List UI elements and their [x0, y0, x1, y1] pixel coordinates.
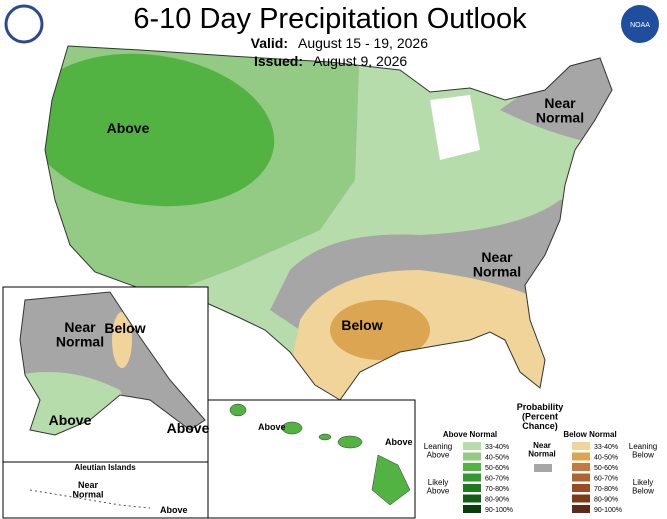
legend-near: Near Normal [528, 441, 556, 458]
legend-swatch [572, 505, 590, 513]
legend-swatch [572, 484, 590, 492]
legend-swatch [463, 442, 481, 450]
issued-date: August 9, 2026 [313, 53, 407, 69]
region-label: Near Normal [473, 249, 521, 280]
legend-bin: 50-60% [594, 465, 618, 472]
legend-bin: 80-90% [485, 497, 509, 504]
legend-bin: 33-40% [594, 444, 618, 451]
inset-title: Aleutian Islands [74, 463, 136, 472]
legend-bin: 70-80% [594, 486, 618, 493]
legend-bin: 90-100% [485, 507, 513, 514]
region-label: Above [385, 437, 413, 447]
legend-group: Leaning Above [424, 442, 452, 459]
legend-bin: 60-70% [485, 476, 509, 483]
legend-swatch [463, 505, 481, 513]
legend-swatch [572, 494, 590, 503]
issued-label: Issued: [254, 53, 303, 69]
valid-dates: August 15 - 19, 2026 [298, 35, 428, 51]
legend-header: Below Normal [563, 430, 616, 439]
region-label: Below [341, 317, 382, 333]
legend-swatch [463, 473, 481, 482]
legend-group: Likely Below [632, 478, 654, 495]
logo: NOAA [630, 22, 650, 29]
legend: Probability (Percent Chance) Above Normal … [424, 402, 657, 514]
region-label: Above [160, 505, 188, 515]
region-label: Above [258, 422, 286, 432]
legend-swatch [572, 473, 590, 482]
legend-swatch [572, 452, 590, 461]
legend-bin: 50-60% [485, 465, 509, 472]
legend-header: Above Normal [443, 430, 497, 439]
legend-bin: 80-90% [594, 497, 618, 504]
valid-label: Valid: [251, 35, 288, 51]
legend-swatch [463, 494, 481, 503]
legend-swatch [463, 463, 481, 471]
legend-bin: 40-50% [485, 455, 509, 462]
region-label: Above [49, 412, 92, 428]
legend-bin: 70-80% [485, 486, 509, 493]
legend-bin: 90-100% [594, 507, 622, 514]
legend-group: Leaning Below [629, 442, 657, 459]
legend-title: Probability (Percent Chance) [517, 402, 564, 431]
region-label: Near Normal [56, 319, 104, 350]
legend-group: Likely Above [427, 478, 450, 495]
legend-swatch [572, 463, 590, 471]
region-label: Above [107, 120, 150, 136]
region-label: Above [167, 420, 210, 436]
title: 6-10 Day Precipitation Outlook [133, 3, 527, 35]
legend-swatch [463, 484, 481, 492]
legend-swatch [572, 442, 590, 450]
legend-swatch [463, 452, 481, 461]
region-label: Near Normal [72, 480, 103, 499]
region-label: Near Normal [536, 95, 584, 126]
aleutian-inset [2, 461, 209, 519]
region-label: Below [104, 320, 145, 336]
legend-bin: 40-50% [594, 455, 618, 462]
legend-swatch [534, 464, 552, 472]
legend-bin: 60-70% [594, 476, 618, 483]
legend-bin: 33-40% [485, 444, 509, 451]
